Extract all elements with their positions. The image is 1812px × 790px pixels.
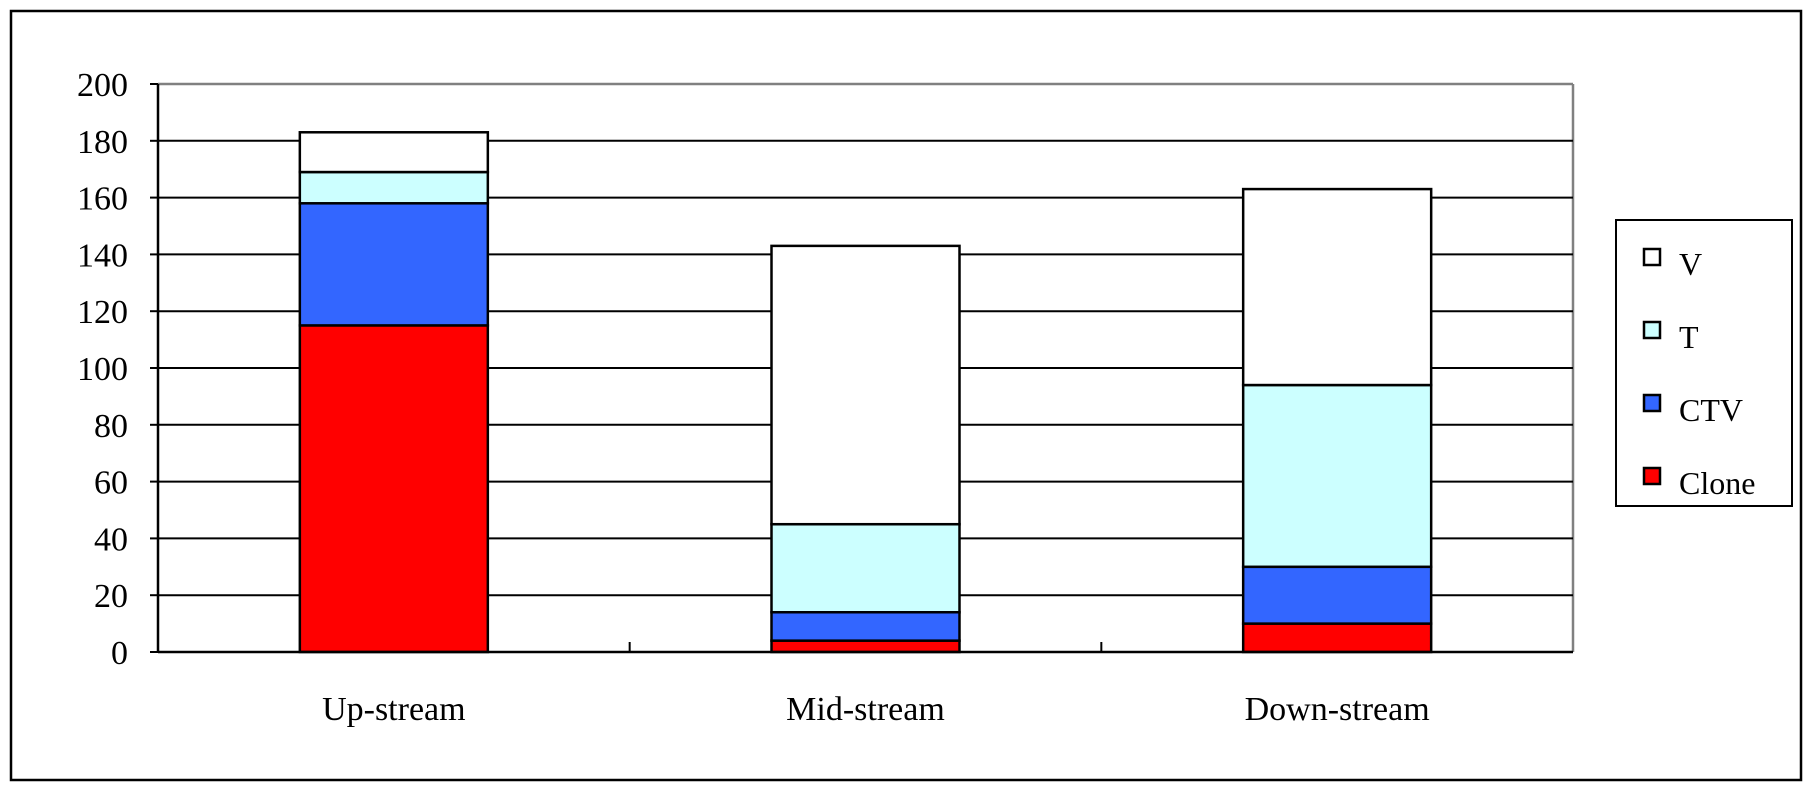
legend-swatch-clone [1642, 466, 1662, 486]
legend-label-v: V [1679, 246, 1702, 282]
bar-t-down-stream [1241, 383, 1433, 569]
y-tick-label: 120 [77, 294, 128, 331]
y-tick-label: 140 [77, 237, 128, 274]
bars [298, 131, 1433, 654]
bar-v-down-stream [1241, 187, 1433, 387]
legend: V T CTV Clone [1615, 219, 1793, 507]
legend-swatch-v [1642, 247, 1662, 267]
bar-v-up-stream [298, 131, 490, 174]
bar-ctv-down-stream [1241, 565, 1433, 625]
y-tick-label: 100 [77, 351, 128, 388]
y-tick-label: 80 [94, 408, 128, 445]
legend-label-clone: Clone [1679, 465, 1755, 501]
bar-ctv-mid-stream [770, 610, 961, 642]
y-tick-label: 40 [94, 521, 128, 558]
axis-labels: 0 20 40 60 80 100 120 140 160 180 200 Up-stream Mid-… [77, 67, 1430, 728]
y-tick-label: 200 [77, 67, 128, 104]
legend-box [1615, 219, 1793, 507]
legend-swatch-ctv [1642, 393, 1662, 413]
bar-v-mid-stream [770, 244, 961, 526]
x-category-label: Up-stream [322, 691, 466, 728]
bar-t-up-stream [298, 170, 490, 205]
y-tick-label: 160 [77, 181, 128, 218]
x-category-label: Down-stream [1245, 691, 1430, 728]
bar-t-mid-stream [770, 522, 961, 614]
bar-clone-up-stream [298, 324, 490, 654]
bar-ctv-up-stream [298, 202, 490, 327]
bar-clone-mid-stream [770, 639, 961, 654]
legend-label-ctv: CTV [1679, 392, 1743, 428]
x-category-label: Mid-stream [786, 691, 945, 728]
axes [150, 83, 1573, 654]
y-tick-label: 180 [77, 124, 128, 161]
y-tick-label: 60 [94, 465, 128, 502]
legend-swatch-t [1642, 320, 1662, 340]
y-tick-label: 0 [111, 635, 128, 672]
legend-label-t: T [1679, 319, 1699, 355]
bar-clone-down-stream [1241, 622, 1433, 654]
y-tick-label: 20 [94, 578, 128, 615]
